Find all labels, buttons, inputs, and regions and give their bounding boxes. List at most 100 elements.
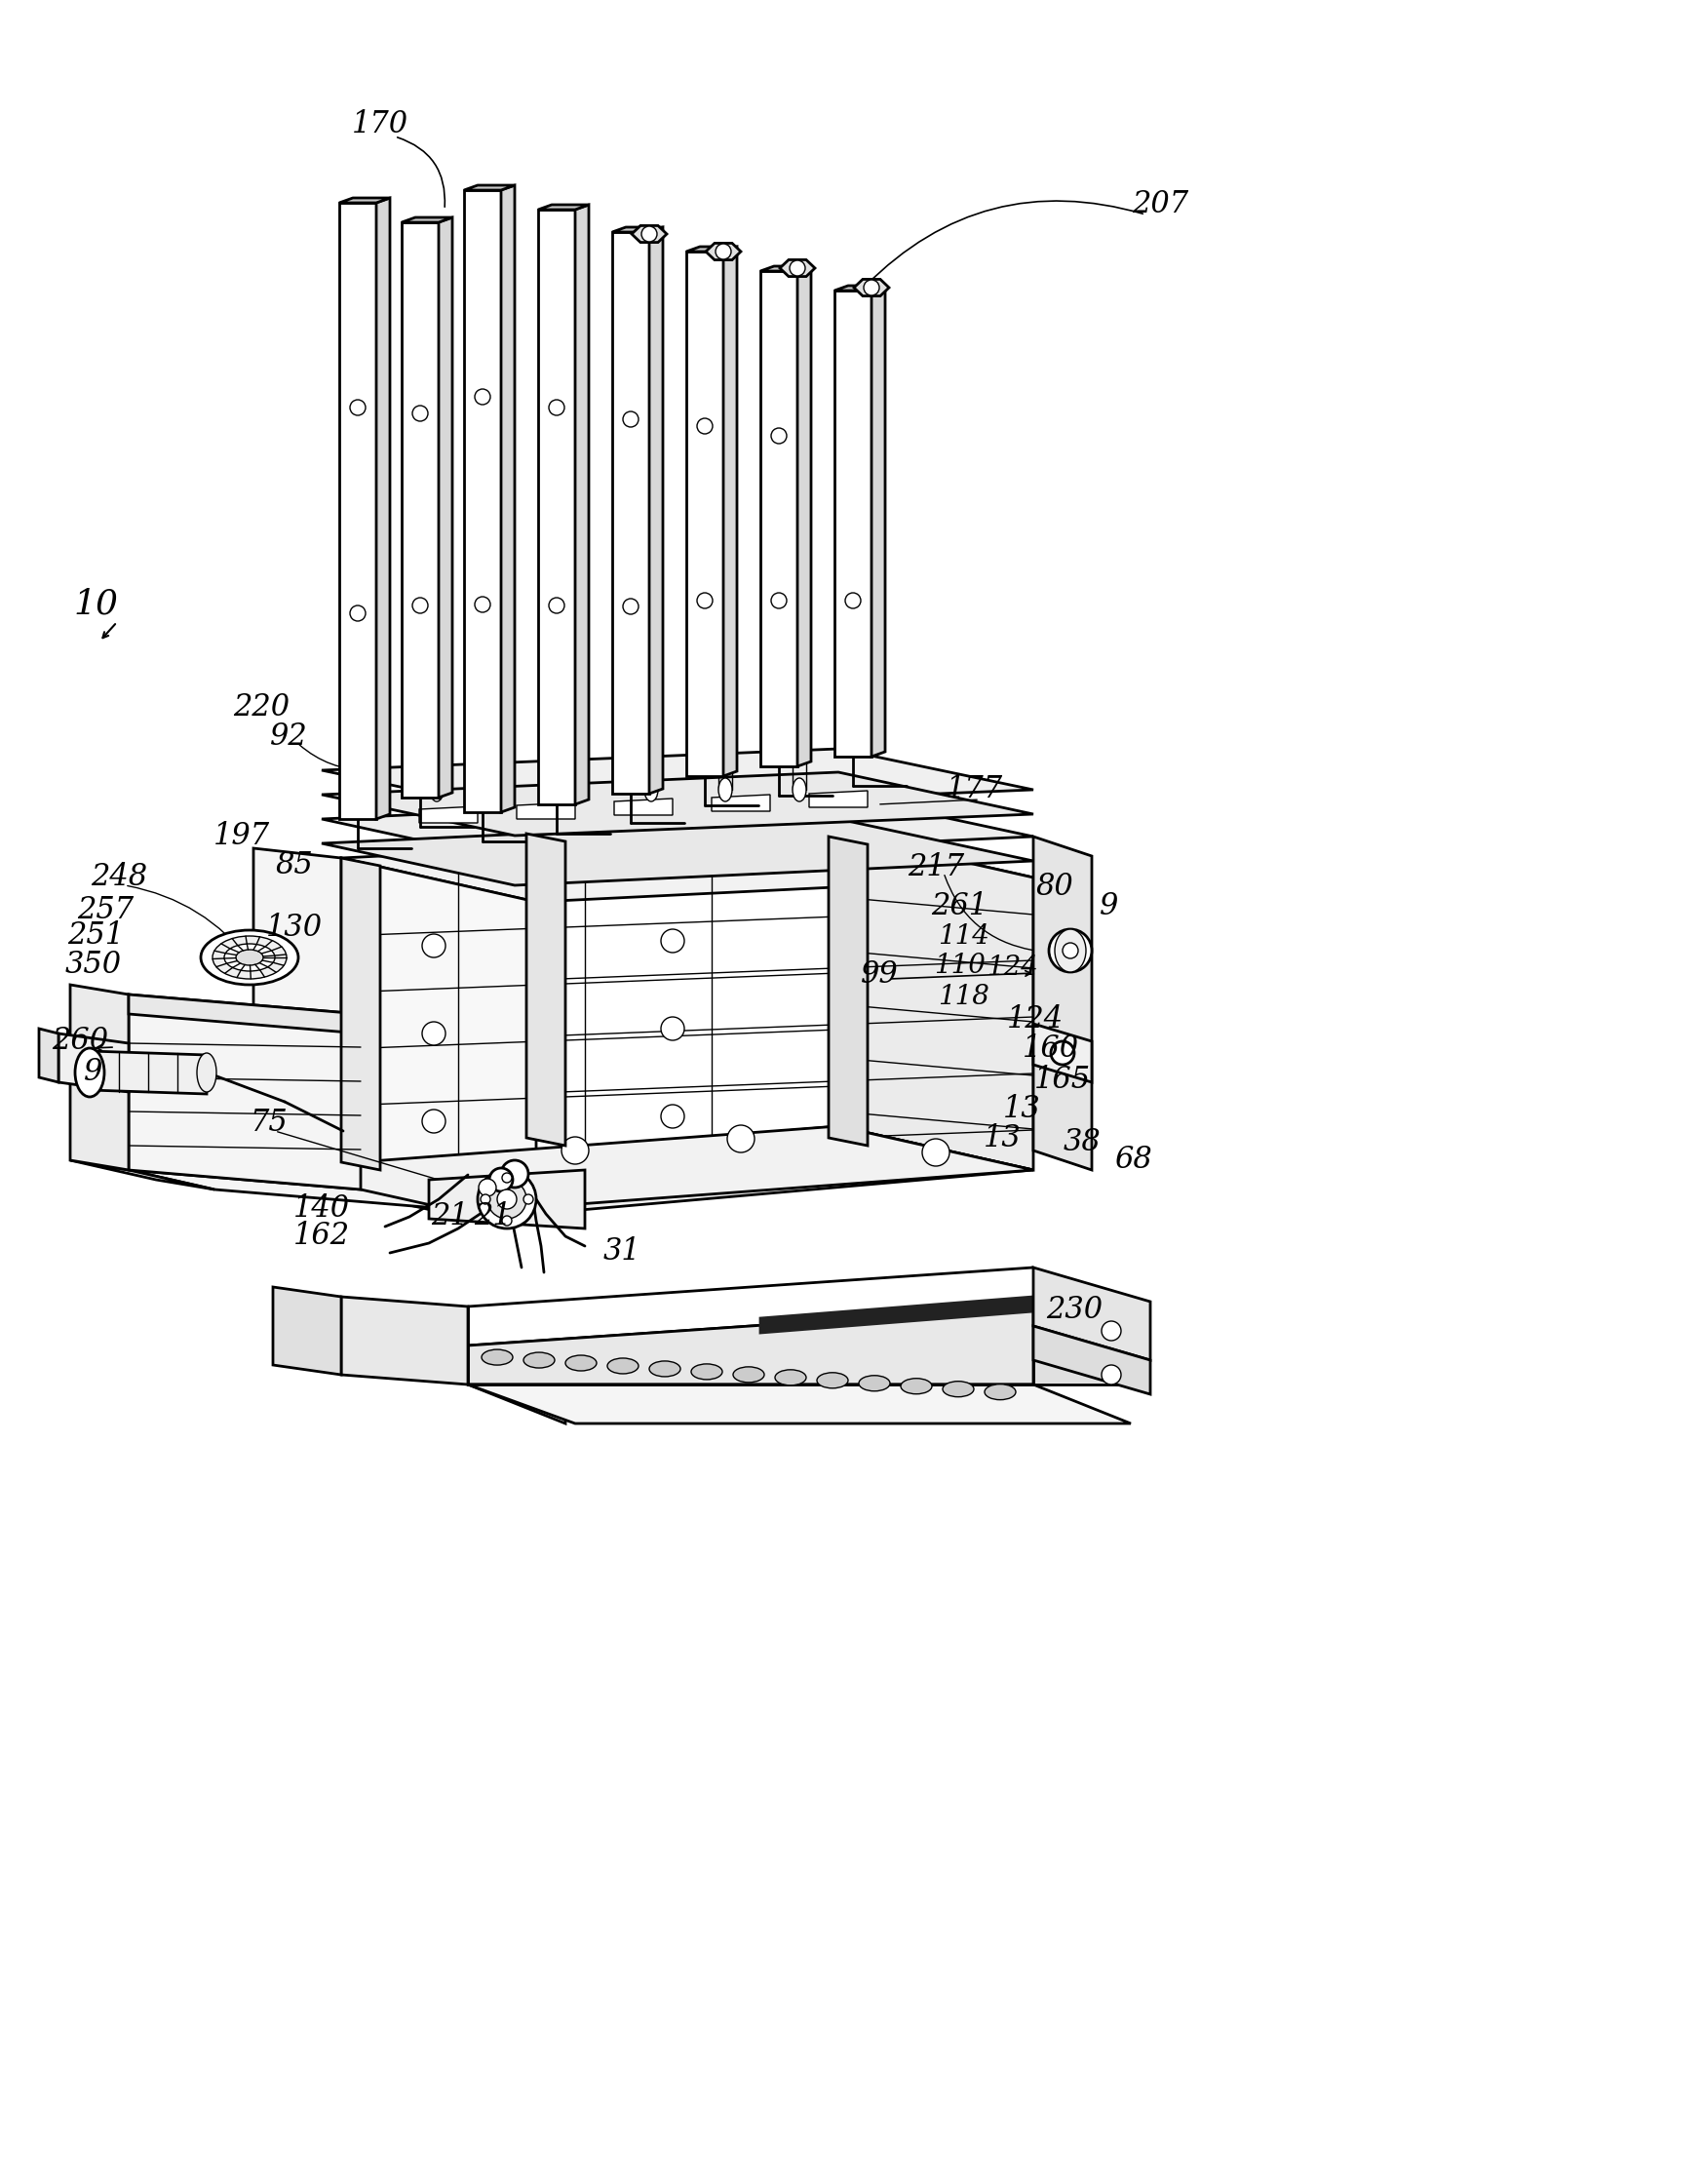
Circle shape (349, 400, 366, 415)
Ellipse shape (498, 616, 508, 631)
Ellipse shape (431, 703, 441, 719)
Ellipse shape (368, 778, 382, 802)
Polygon shape (341, 858, 537, 1199)
Circle shape (697, 419, 712, 435)
Ellipse shape (794, 703, 804, 719)
Polygon shape (705, 242, 741, 260)
Ellipse shape (1055, 928, 1085, 972)
Polygon shape (649, 227, 663, 793)
Ellipse shape (496, 778, 509, 802)
Circle shape (475, 596, 491, 612)
Circle shape (489, 1168, 513, 1192)
Circle shape (487, 1179, 527, 1219)
Text: 118: 118 (937, 983, 988, 1009)
Text: 140: 140 (293, 1195, 349, 1223)
Ellipse shape (498, 703, 508, 719)
Ellipse shape (370, 441, 380, 456)
Ellipse shape (721, 354, 729, 369)
Ellipse shape (985, 1385, 1016, 1400)
Text: 170: 170 (351, 109, 409, 140)
Circle shape (661, 928, 685, 952)
Circle shape (728, 1125, 755, 1153)
Polygon shape (828, 836, 867, 1147)
Circle shape (481, 1195, 491, 1203)
Polygon shape (760, 1297, 1033, 1332)
Polygon shape (130, 994, 361, 1190)
Text: 13: 13 (983, 1125, 1021, 1153)
Ellipse shape (721, 703, 729, 719)
Polygon shape (632, 225, 666, 242)
Polygon shape (322, 773, 1033, 836)
Circle shape (1051, 1042, 1074, 1066)
Ellipse shape (571, 616, 579, 631)
Polygon shape (722, 247, 736, 775)
Ellipse shape (431, 616, 441, 631)
Ellipse shape (794, 354, 804, 369)
Circle shape (1063, 943, 1079, 959)
Ellipse shape (646, 616, 656, 631)
Circle shape (523, 1195, 533, 1203)
Ellipse shape (569, 778, 583, 802)
Polygon shape (760, 266, 811, 271)
Text: 162: 162 (293, 1221, 349, 1251)
Ellipse shape (429, 778, 443, 802)
Text: 261: 261 (930, 891, 988, 922)
Polygon shape (469, 1306, 1033, 1385)
Ellipse shape (201, 930, 298, 985)
Polygon shape (576, 205, 590, 804)
Polygon shape (527, 834, 566, 1147)
Ellipse shape (213, 937, 286, 978)
Polygon shape (797, 266, 811, 767)
Ellipse shape (523, 1352, 556, 1367)
Ellipse shape (794, 616, 804, 631)
Ellipse shape (646, 354, 656, 369)
Ellipse shape (566, 1356, 596, 1372)
Text: 217: 217 (908, 852, 964, 882)
Ellipse shape (225, 943, 274, 972)
Polygon shape (469, 1385, 1131, 1424)
Polygon shape (469, 1345, 566, 1424)
Text: 99: 99 (861, 961, 898, 989)
Ellipse shape (792, 778, 806, 802)
Text: 130: 130 (266, 913, 322, 943)
Polygon shape (402, 223, 438, 797)
Text: 207: 207 (1131, 190, 1188, 221)
Circle shape (503, 1216, 511, 1225)
Ellipse shape (235, 950, 262, 965)
Text: 124: 124 (1007, 1005, 1063, 1035)
Ellipse shape (646, 529, 656, 544)
Polygon shape (1033, 1345, 1131, 1385)
Ellipse shape (370, 616, 380, 631)
Circle shape (864, 280, 879, 295)
Ellipse shape (692, 1365, 722, 1380)
Ellipse shape (942, 1380, 975, 1398)
Text: 248: 248 (90, 863, 147, 893)
Circle shape (772, 428, 787, 443)
Ellipse shape (775, 1369, 806, 1385)
Circle shape (1050, 928, 1092, 972)
Polygon shape (341, 858, 380, 1171)
Circle shape (423, 1022, 445, 1046)
Ellipse shape (370, 354, 380, 369)
Polygon shape (871, 286, 884, 756)
Polygon shape (516, 802, 576, 819)
Ellipse shape (721, 441, 729, 456)
Polygon shape (322, 749, 1033, 810)
Polygon shape (538, 210, 576, 804)
Polygon shape (58, 1033, 130, 1092)
Ellipse shape (816, 1372, 849, 1389)
Circle shape (549, 400, 564, 415)
Polygon shape (1033, 1267, 1150, 1361)
Text: 10: 10 (73, 587, 118, 620)
Text: 21: 21 (474, 1201, 513, 1232)
Ellipse shape (498, 354, 508, 369)
Text: 31: 31 (603, 1236, 641, 1267)
Circle shape (624, 411, 639, 428)
Circle shape (789, 260, 806, 275)
Text: 230: 230 (1046, 1295, 1102, 1326)
Ellipse shape (370, 529, 380, 544)
Polygon shape (687, 247, 736, 251)
Text: 124: 124 (987, 954, 1038, 981)
Polygon shape (341, 834, 1033, 902)
Circle shape (349, 605, 366, 620)
